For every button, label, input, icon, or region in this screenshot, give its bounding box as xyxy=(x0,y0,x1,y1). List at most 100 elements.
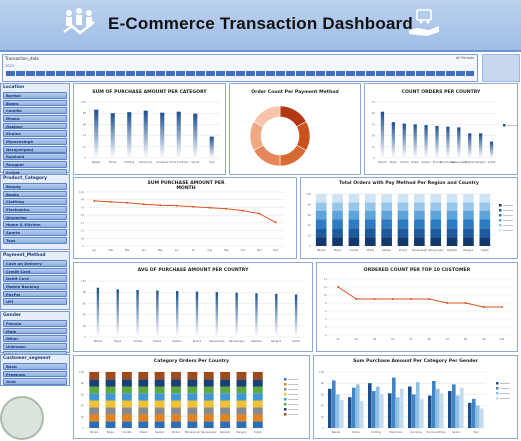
point xyxy=(142,203,145,206)
x-tick-label: Toys xyxy=(473,431,479,434)
stack-segment xyxy=(105,421,116,428)
x-tick-label: C4 xyxy=(391,338,395,341)
x-tick-label: Toys xyxy=(209,161,215,164)
stack-segment xyxy=(220,386,230,394)
x-tick-label: Dhaka xyxy=(366,249,374,252)
y-tick-label: 0 xyxy=(373,156,375,160)
bar xyxy=(356,384,360,428)
product-category-slicer: Product_Category Beauty Books Clothing Elec… xyxy=(0,174,70,250)
customer-segment-slicer-item[interactable]: Basic xyxy=(3,362,67,370)
location-slicer-item[interactable]: Bogra xyxy=(3,99,67,107)
location-slicer-item[interactable]: Mymensingh xyxy=(3,138,67,145)
gender-slicer-item[interactable]: Other xyxy=(3,335,67,343)
legend-swatch xyxy=(284,378,287,381)
y-tick-label: 30 xyxy=(372,134,376,138)
product-category-slicer-item[interactable]: Clothing xyxy=(3,198,67,206)
gender-slicer-item[interactable]: Female xyxy=(3,319,67,327)
stack-segment xyxy=(236,421,247,428)
stack-segment xyxy=(105,400,116,408)
stack-segment xyxy=(187,386,198,394)
point xyxy=(337,286,340,288)
product-category-slicer-item[interactable]: Groceries xyxy=(3,213,67,221)
x-tick-label: C5 xyxy=(409,338,413,341)
x-tick-label: Barisal xyxy=(94,340,102,343)
stack-segment xyxy=(252,400,263,408)
point xyxy=(109,200,112,203)
y-tick-label: 12 xyxy=(324,285,328,289)
product-category-slicer-item[interactable]: Sports xyxy=(3,229,67,236)
point xyxy=(500,306,503,308)
stack-segment xyxy=(414,202,425,211)
bar xyxy=(468,402,472,428)
payment-method-slicer-item[interactable]: Cash on Delivery xyxy=(3,259,67,267)
gender-slicer-item[interactable]: Unknown xyxy=(3,342,67,350)
location-slicer-item[interactable]: Narayanganj xyxy=(3,145,67,153)
location-slicer-item[interactable]: Khulna xyxy=(3,130,67,138)
product-category-slicer-item[interactable]: Home & Kitchen xyxy=(3,221,67,229)
payment-method-slicer-item[interactable]: Credit Card xyxy=(3,267,67,275)
stack-segment xyxy=(220,379,230,387)
chart-title: Sum Purchase Amount Per Category Per Gen… xyxy=(353,359,478,364)
x-tick-label: Mar xyxy=(125,249,130,252)
location-slicer-item[interactable]: Rajshahi xyxy=(3,153,67,161)
gender-slicer-item[interactable]: Male xyxy=(3,327,67,335)
total-orders-pay-region-chart: 0 20 40 60 80 100 Barisal Bogra Comilla Dhaka Gazi… xyxy=(306,192,513,252)
bar xyxy=(420,398,424,428)
stack-segment xyxy=(122,372,132,380)
bar xyxy=(136,289,139,337)
stack-segment xyxy=(463,202,474,211)
bar xyxy=(160,112,165,158)
x-tick-label: Barisal xyxy=(317,249,325,252)
product-category-slicer-item[interactable]: Books xyxy=(3,190,67,198)
stack-segment xyxy=(171,407,181,415)
location-slicer-item[interactable]: Comilla xyxy=(3,107,67,115)
x-tick-label: Narayanganj xyxy=(229,340,245,343)
location-slicer-item[interactable]: Dhaka xyxy=(3,114,67,122)
stack-segment xyxy=(332,237,343,246)
stack-segment xyxy=(364,202,376,211)
payment-method-slicer-item[interactable]: UPI xyxy=(3,298,67,306)
panel-sum-purchase-month: SUM PURCHASE AMOUNT PER MONTH 0 16 31 47 63 7… xyxy=(73,177,297,259)
point xyxy=(225,207,228,210)
y-tick-label: 66 xyxy=(83,122,87,126)
customer-segment-slicer-item[interactable]: Gold xyxy=(3,378,67,386)
customer-segment-slicer-item[interactable]: Premium xyxy=(3,370,67,378)
x-tick-label: Gazipur xyxy=(421,161,430,164)
stack-segment xyxy=(236,393,247,401)
bar xyxy=(360,401,364,428)
stack-segment xyxy=(105,407,116,415)
x-tick-label: Khulna xyxy=(399,249,408,252)
payment-method-slicer-item[interactable]: Debit Card xyxy=(3,275,67,283)
stack-segment xyxy=(381,194,392,203)
product-category-slicer-item[interactable]: Toys xyxy=(3,236,67,244)
stack-segment xyxy=(479,210,491,220)
y-tick-label: 40 xyxy=(308,223,312,227)
bar xyxy=(176,111,181,158)
location-slicer-item[interactable]: Rangpur xyxy=(3,161,67,168)
product-category-slicer-item[interactable]: Electronics xyxy=(3,205,67,213)
payment-method-slicer-item[interactable]: PayPal xyxy=(3,290,67,298)
payment-method-slicer-item[interactable]: Mobile Banking xyxy=(3,282,67,290)
bar xyxy=(215,292,219,337)
panel-sum-purchase-category: SUM OF PURCHASE AMOUNT PER CATEGORY 0 22 4… xyxy=(73,83,226,175)
y-tick-label: 20 xyxy=(81,415,85,419)
bar xyxy=(340,400,344,428)
timeline-bar[interactable] xyxy=(6,71,474,76)
location-slicer-item[interactable]: Gazipur xyxy=(3,122,67,130)
bar xyxy=(116,289,119,337)
stack-segment xyxy=(138,421,149,428)
y-tick-label: 0 xyxy=(84,335,86,339)
x-tick-label: Sep xyxy=(224,249,229,252)
location-slicer-item[interactable]: Barisal xyxy=(3,91,67,99)
stack-segment xyxy=(138,400,149,408)
bar xyxy=(436,388,440,428)
bar xyxy=(412,394,416,428)
product-category-slicer-item[interactable]: Beauty xyxy=(3,182,67,190)
stack-segment xyxy=(236,386,247,394)
stack-segment xyxy=(430,194,442,203)
stack-segment xyxy=(187,407,198,415)
x-tick-label: Sylhet xyxy=(292,340,300,343)
timeline-slicer[interactable]: Transaction_date All Periods 2023 xyxy=(2,54,478,82)
bar xyxy=(476,405,480,428)
y-tick-label: 40 xyxy=(83,313,87,317)
